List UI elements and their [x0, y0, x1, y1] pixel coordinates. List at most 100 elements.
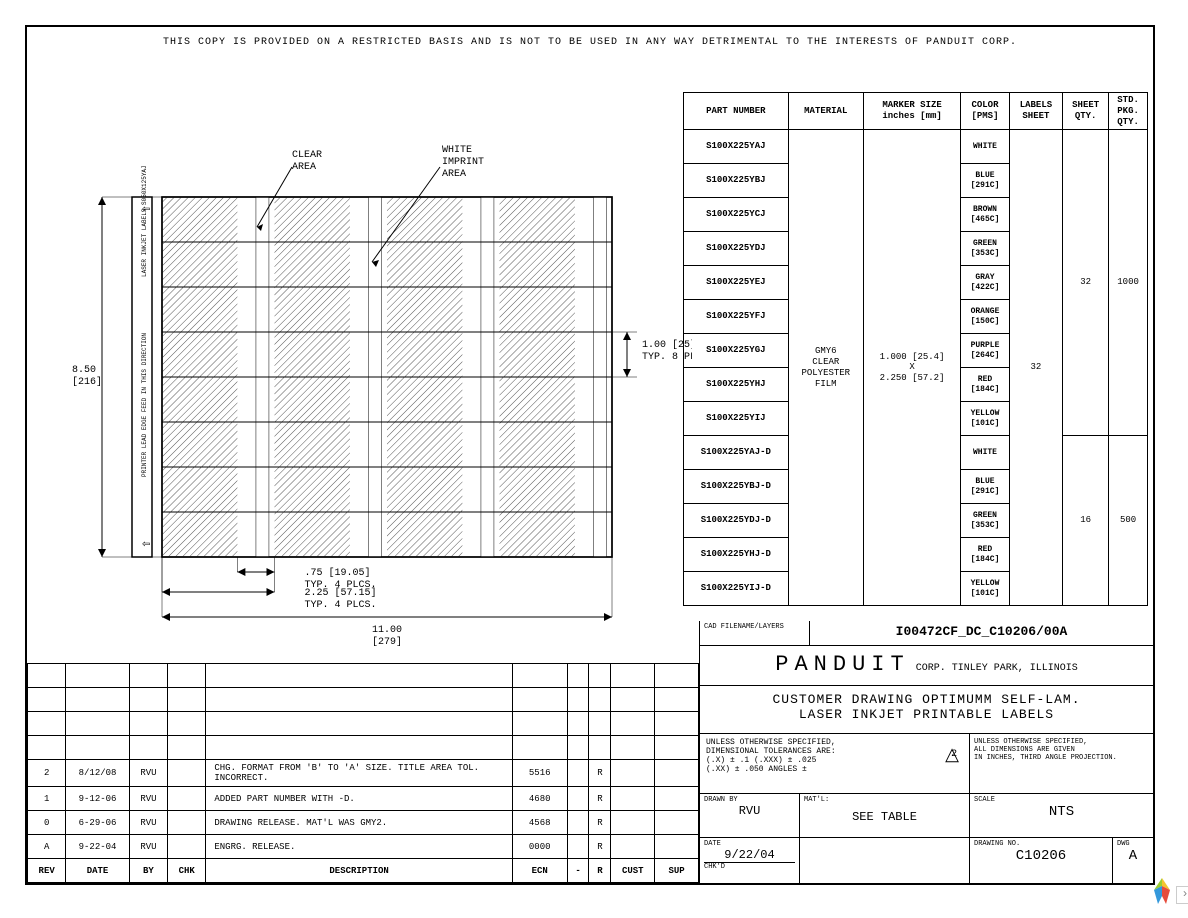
rev-cell: DRAWING RELEASE. MAT'L WAS GMY2.	[206, 811, 512, 835]
third-angle-icon: △2	[945, 744, 959, 766]
svg-text:[216]: [216]	[72, 376, 102, 388]
chevron-right-icon[interactable]: ›	[1176, 886, 1188, 904]
color-cell: WHITE	[961, 436, 1010, 470]
svg-text:⇦: ⇦	[142, 205, 150, 216]
part-number-cell: S100X225YDJ	[684, 232, 789, 266]
parts-body: S100X225YAJGMY6 CLEAR POLYESTER FILM1.00…	[684, 130, 1148, 606]
part-number-cell: S100X225YEJ	[684, 266, 789, 300]
rev-header-cell: CHK	[168, 859, 206, 883]
part-number-cell: S100X225YIJ	[684, 402, 789, 436]
part-number-cell: S100X225YAJ	[684, 130, 789, 164]
rev-cell: 1	[28, 787, 66, 811]
rev-cell	[168, 811, 206, 835]
rev-cell: 0000	[512, 835, 567, 859]
rev-cell: 2	[28, 760, 66, 787]
rev-row: 28/12/08RVU CHG. FORMAT FROM 'B' TO 'A' S…	[28, 760, 699, 787]
parts-header-cell: PART NUMBER	[684, 93, 789, 130]
date-value: 9/22/04	[704, 848, 795, 862]
rev-cell	[567, 835, 589, 859]
labels-sheet-cell: 32	[1009, 130, 1062, 606]
rev-cell	[611, 811, 655, 835]
svg-text:CLEAR: CLEAR	[292, 150, 322, 161]
rev-header-cell: ECN	[512, 859, 567, 883]
part-number-cell: S100X225YBJ-D	[684, 470, 789, 504]
material-cell: GMY6 CLEAR POLYESTER FILM	[788, 130, 863, 606]
company-name: PANDUIT	[775, 652, 909, 677]
color-cell: BROWN [465C]	[961, 198, 1010, 232]
rev-blank-row	[28, 712, 699, 736]
rev-cell	[567, 787, 589, 811]
rev-cell	[567, 811, 589, 835]
part-number-cell: S100X225YIJ-D	[684, 572, 789, 606]
std-pkg-cell: 500	[1109, 436, 1148, 606]
color-cell: GRAY [422C]	[961, 266, 1010, 300]
parts-header-cell: SHEET QTY.	[1063, 93, 1109, 130]
cad-filename-label: CAD FILENAME/LAYERS	[700, 621, 810, 645]
drawn-by: RVU	[704, 804, 795, 818]
material-value: SEE TABLE	[804, 804, 965, 824]
part-number-cell: S100X225YCJ	[684, 198, 789, 232]
rev-cell: RVU	[129, 760, 167, 787]
rev-cell: R	[589, 811, 611, 835]
rev-cell	[655, 787, 699, 811]
rev-cell: 4568	[512, 811, 567, 835]
rev-blank-row	[28, 664, 699, 688]
rev-header-cell: CUST	[611, 859, 655, 883]
color-cell: PURPLE [264C]	[961, 334, 1010, 368]
rev-cell	[611, 760, 655, 787]
part-number-cell: S100X225YGJ	[684, 334, 789, 368]
cad-filename: I00472CF_DC_C10206/00A	[810, 621, 1153, 645]
rev-cell: R	[589, 760, 611, 787]
svg-text:TYP. 4 PLCS.: TYP. 4 PLCS.	[305, 600, 377, 611]
restriction-notice: THIS COPY IS PROVIDED ON A RESTRICTED BA…	[27, 37, 1153, 48]
rev-header-row: REVDATEBYCHKDESCRIPTIONECN-RCUSTSUP	[28, 859, 699, 883]
dimension-note: UNLESS OTHERWISE SPECIFIED, ALL DIMENSIO…	[970, 734, 1153, 793]
rev-row: 19-12-06RVUADDED PART NUMBER WITH -D.468…	[28, 787, 699, 811]
title-block: 28/12/08RVUCHG. FORMAT FROM 'B' TO 'A' S…	[27, 621, 1153, 883]
rev-cell: R	[589, 787, 611, 811]
rev-cell: RVU	[129, 811, 167, 835]
rev-row: A9-22-04RVUENGRG. RELEASE.0000R	[28, 835, 699, 859]
parts-header-cell: MATERIAL	[788, 93, 863, 130]
rev-cell	[611, 787, 655, 811]
svg-text:AREA: AREA	[292, 162, 316, 173]
part-number-cell: S100X225YBJ	[684, 164, 789, 198]
rev-cell: ENGRG. RELEASE.	[206, 835, 512, 859]
date-label: DATE	[704, 840, 795, 848]
rev-header-cell: SUP	[655, 859, 699, 883]
rev-cell: 0	[28, 811, 66, 835]
rev-blank-row	[28, 736, 699, 760]
color-cell: GREEN [353C]	[961, 504, 1010, 538]
rev-cell: 6-29-06	[66, 811, 129, 835]
parts-header-row: PART NUMBERMATERIALMARKER SIZE inches [m…	[684, 93, 1148, 130]
color-cell: ORANGE [150C]	[961, 300, 1010, 334]
rev-cell	[655, 760, 699, 787]
part-number-cell: S100X225YHJ-D	[684, 538, 789, 572]
dwg-size-label: DWG	[1117, 840, 1149, 848]
svg-text:PRINTER LEAD EDGE FEED IN THIS: PRINTER LEAD EDGE FEED IN THIS DIRECTION	[141, 333, 148, 477]
color-cell: YELLOW [101C]	[961, 402, 1010, 436]
color-cell: RED [184C]	[961, 538, 1010, 572]
drawing-no-label: DRAWING NO.	[974, 840, 1108, 848]
rev-blank-row	[28, 688, 699, 712]
rev-header-cell: BY	[129, 859, 167, 883]
drawing-frame: THIS COPY IS PROVIDED ON A RESTRICTED BA…	[25, 25, 1155, 885]
sheet-qty-cell: 32	[1063, 130, 1109, 436]
rev-cell	[655, 835, 699, 859]
rev-cell: CHG. FORMAT FROM 'B' TO 'A' SIZE. TITLE …	[206, 760, 512, 787]
color-cell: YELLOW [101C]	[961, 572, 1010, 606]
rev-cell	[611, 835, 655, 859]
rev-row: 06-29-06RVU DRAWING RELEASE. MAT'L WAS GM…	[28, 811, 699, 835]
svg-text:IMPRINT: IMPRINT	[442, 157, 484, 168]
color-cell: GREEN [353C]	[961, 232, 1010, 266]
rev-body: 28/12/08RVU CHG. FORMAT FROM 'B' TO 'A' S…	[28, 664, 699, 883]
rev-cell: 9-22-04	[66, 835, 129, 859]
rev-cell: 9-12-06	[66, 787, 129, 811]
rev-cell: ADDED PART NUMBER WITH -D.	[206, 787, 512, 811]
dwg-size: A	[1117, 848, 1149, 864]
rev-cell: 8/12/08	[66, 760, 129, 787]
rev-cell: 5516	[512, 760, 567, 787]
part-number-cell: S100X225YHJ	[684, 368, 789, 402]
rev-cell: 4680	[512, 787, 567, 811]
color-cell: WHITE	[961, 130, 1010, 164]
